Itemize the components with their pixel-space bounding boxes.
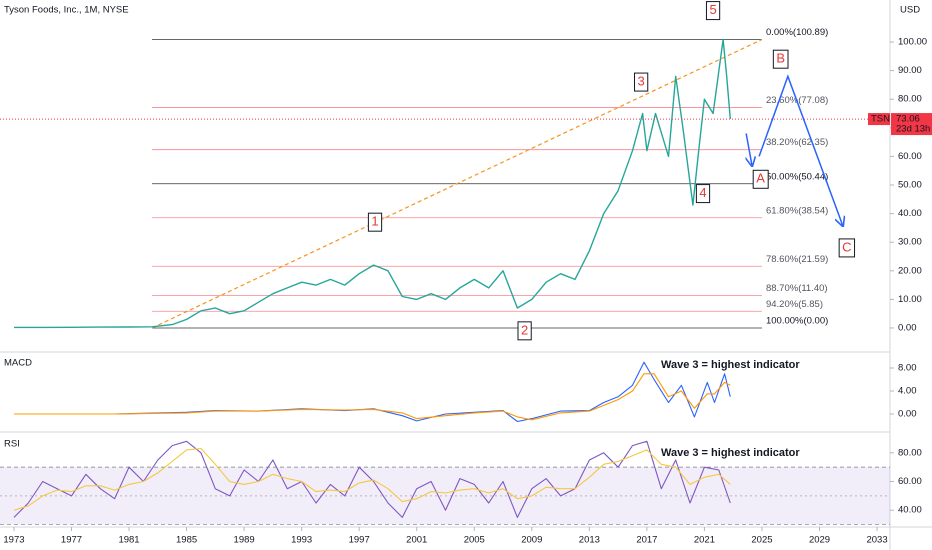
indicator-line [14,373,731,421]
indicator-line [14,361,731,423]
wave-label: B [772,49,789,69]
fib-label: 78.60%(21.59) [766,254,828,265]
y-tick-label: 60.00 [898,476,922,487]
y-tick-label: 20.00 [898,265,922,276]
y-tick-label: 80.00 [898,94,922,105]
x-tick-label: 2009 [521,535,542,546]
x-tick-label: 1981 [118,535,139,546]
price-tag-symbol: TSN [871,114,890,125]
x-tick-label: 2017 [636,535,657,546]
currency: USD [900,5,920,16]
fib-label: 61.80%(38.54) [766,205,828,216]
annotation: Wave 3 = highest indicator [661,447,800,459]
wave-label-text: C [842,239,851,254]
fib-label: 100.00%(0.00) [766,315,828,326]
x-tick-label: 1973 [3,535,24,546]
indicator-line [13,447,731,511]
wave-label: 5 [705,1,721,21]
x-tick-label: 2029 [809,535,830,546]
trendline [151,38,763,329]
x-tick-label: 2033 [866,535,887,546]
x-tick-label: 2001 [406,535,427,546]
y-tick-label: 30.00 [898,237,922,248]
y-tick-label: 90.00 [898,65,922,76]
y-tick-label: 60.00 [898,151,922,162]
wave-label: 1 [367,212,383,232]
wave-label: A [752,169,769,189]
wave-box [517,321,532,341]
wave-label-text: 4 [699,185,706,200]
y-tick-label: 40.00 [898,505,922,516]
wave-box [772,49,789,69]
x-tick-label: 1989 [234,535,255,546]
price-tag [868,113,890,126]
price-tag-value: 73.06 [896,114,920,125]
fib-label: 94.20%(5.85) [766,299,823,310]
x-tick-label: 1993 [291,535,312,546]
wave-label-text: A [756,171,765,186]
wave-box [367,212,383,232]
x-tick-label: 2005 [464,535,485,546]
wave-label-text: 5 [709,2,716,17]
annotation: Wave 3 = highest indicator [661,359,800,371]
x-tick-label: 1977 [61,535,82,546]
x-tick-label: 1985 [176,535,197,546]
y-tick-label: 10.00 [898,294,922,305]
fib-label: 38.20%(62.35) [766,137,828,148]
wave-label-text: 1 [371,214,378,229]
y-tick-label: 0.00 [898,409,917,420]
fib-label: 88.70%(11.40) [766,283,828,294]
x-tick-label: 2025 [751,535,772,546]
y-tick-label: 50.00 [898,180,922,191]
wave-label-text: 2 [521,322,528,337]
wave-label-text: 3 [638,74,645,89]
wave-label: 2 [517,321,532,341]
wave-label: 4 [695,184,711,204]
fib-label: 50.00%(50.44) [766,171,828,182]
price-tag-countdown: 23d 13h [896,124,930,135]
y-tick-label: 0.00 [898,322,917,333]
y-tick-label: 100.00 [898,37,927,48]
wave-box [838,238,856,258]
wave-label: 3 [634,72,649,92]
chart-title: Tyson Foods, Inc., 1M, NYSE [4,5,129,16]
y-tick-label: 8.00 [898,363,917,374]
fib-label: 0.00%(100.89) [766,27,828,38]
wave-label-text: B [776,51,785,66]
x-tick-label: 1997 [349,535,370,546]
wave-box [752,169,769,189]
y-tick-label: 80.00 [898,447,922,458]
wave-box [634,72,649,92]
x-tick-label: 2013 [579,535,600,546]
price-line [14,38,731,329]
wave-arrow [758,74,842,225]
y-tick-label: 4.00 [898,386,917,397]
x-tick-label: 2021 [694,535,715,546]
wave-label: C [838,238,856,258]
wave-box [695,184,711,204]
pane-title: MACD [4,358,32,369]
wave-arrow [746,133,752,165]
price-tag [891,113,932,136]
wave-box [705,1,721,21]
y-tick-label: 40.00 [898,208,922,219]
pane-title: RSI [4,439,20,450]
